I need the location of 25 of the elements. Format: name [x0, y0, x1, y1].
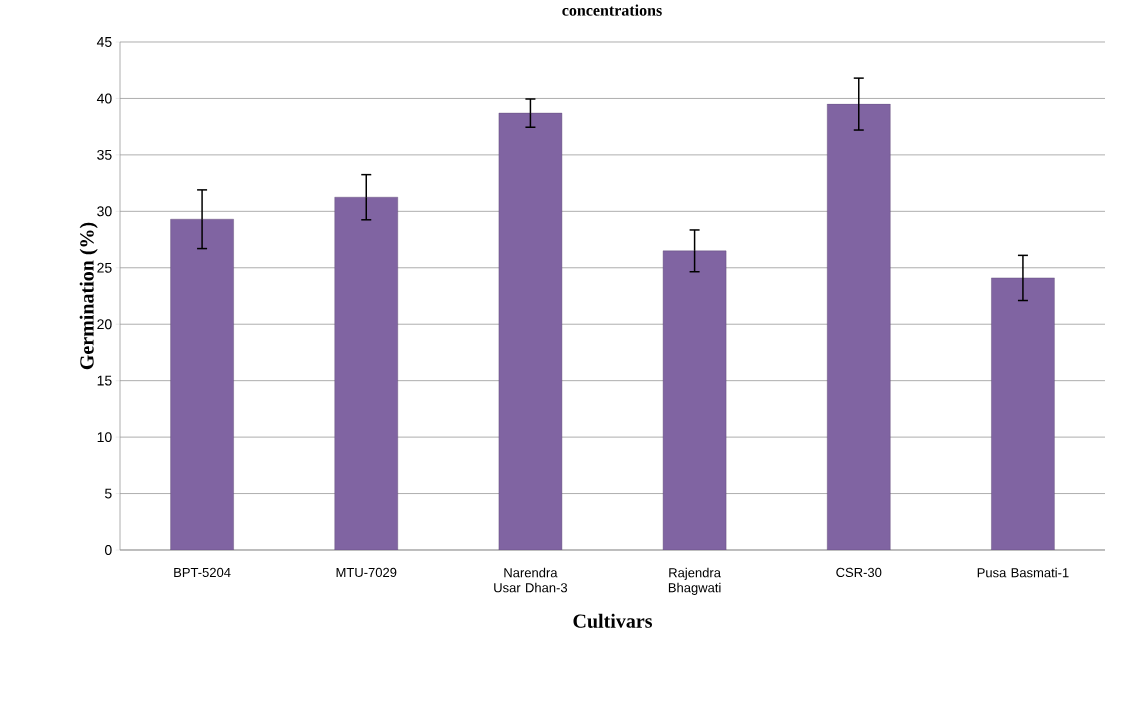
y-tick-label: 25 [97, 262, 112, 273]
x-tick-label: Pusa Basmati-1 [977, 567, 1069, 578]
y-tick-label: 45 [96, 37, 112, 47]
y-tick-label: 35 [97, 149, 112, 160]
bar [827, 103, 891, 550]
bar [170, 219, 234, 550]
y-tick-label: 20 [97, 319, 112, 330]
x-axis-title: Cultivars [573, 613, 653, 628]
x-tick-label: Rajendra Bhagwati [668, 567, 721, 595]
x-tick-label: MTU-7029 [336, 567, 397, 577]
y-tick-label: 5 [104, 488, 112, 499]
bar [991, 277, 1055, 550]
x-tick-label: BPT-5204 [174, 567, 231, 577]
y-tick-label: 30 [97, 206, 112, 217]
chart-title: concentrations [562, 4, 662, 16]
x-tick-label: Narendra Usar Dhan-3 [494, 567, 568, 593]
y-tick-label: 40 [96, 93, 112, 104]
y-tick-label: 0 [104, 545, 112, 555]
bar [662, 250, 727, 550]
bar [334, 197, 398, 550]
y-tick-label: 15 [97, 375, 112, 386]
x-tick-label: CSR-30 [836, 567, 882, 577]
y-tick-label: 10 [97, 432, 112, 443]
y-axis-title: Germination (%) [79, 222, 98, 370]
bar [498, 112, 563, 550]
